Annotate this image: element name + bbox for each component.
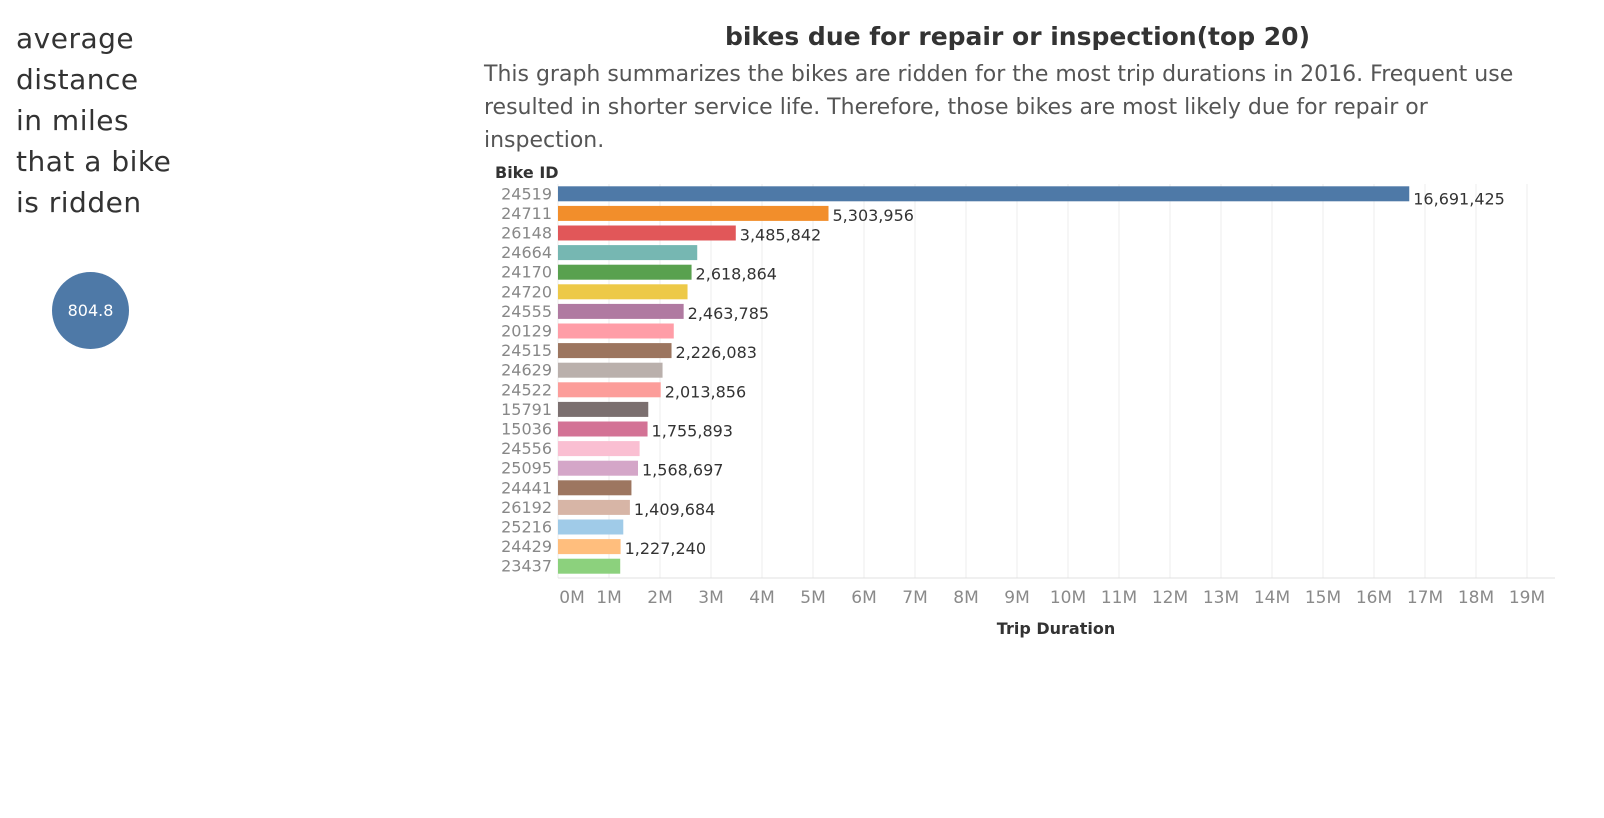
bar xyxy=(558,519,624,535)
category-label: 24556 xyxy=(501,439,552,458)
bar xyxy=(558,303,684,319)
x-tick-label: 3M xyxy=(698,588,723,608)
x-tick-label: 7M xyxy=(902,588,927,608)
data-label: 1,227,240 xyxy=(625,539,706,558)
bar xyxy=(558,480,632,496)
x-tick-label: 13M xyxy=(1203,588,1239,608)
bar xyxy=(558,441,640,457)
category-label: 20129 xyxy=(501,322,552,341)
x-tick-label: 14M xyxy=(1254,588,1290,608)
x-tick-label: 12M xyxy=(1152,588,1188,608)
data-label: 2,013,856 xyxy=(665,382,746,401)
bar xyxy=(558,460,639,476)
category-label: 24664 xyxy=(501,243,552,262)
chart-subtitle: This graph summarizes the bikes are ridd… xyxy=(484,62,1514,153)
category-label: 24711 xyxy=(501,204,552,223)
bar xyxy=(558,362,663,378)
category-label: 15036 xyxy=(501,420,552,439)
x-tick-label: 17M xyxy=(1407,588,1443,608)
chart-title: bikes due for repair or inspection(top 2… xyxy=(724,22,1311,51)
bar xyxy=(558,225,736,241)
data-label: 1,568,697 xyxy=(642,461,723,480)
data-label: 1,409,684 xyxy=(634,500,715,519)
category-label: 24522 xyxy=(501,380,552,399)
category-label: 25216 xyxy=(501,518,552,537)
x-tick-label: 6M xyxy=(851,588,876,608)
x-tick-label: 5M xyxy=(800,588,825,608)
x-tick-label: 8M xyxy=(953,588,978,608)
y-axis-title: Bike ID xyxy=(495,163,559,182)
category-label: 24170 xyxy=(501,263,552,282)
category-label: 24720 xyxy=(501,282,552,301)
left-panel: average distance in miles that a bike is… xyxy=(16,18,376,223)
category-label: 24429 xyxy=(501,537,552,556)
bar xyxy=(558,558,621,574)
category-label: 15791 xyxy=(501,400,552,419)
bar xyxy=(558,245,698,261)
bar xyxy=(558,323,674,339)
x-tick-label: 11M xyxy=(1101,588,1137,608)
category-label: 23437 xyxy=(501,557,552,576)
category-label: 24519 xyxy=(501,184,552,203)
category-label: 24555 xyxy=(501,302,552,321)
x-tick-label: 18M xyxy=(1458,588,1494,608)
x-tick-label: 16M xyxy=(1356,588,1392,608)
kpi-value: 804.8 xyxy=(67,301,114,320)
x-tick-label: 9M xyxy=(1004,588,1029,608)
x-tick-label: 15M xyxy=(1305,588,1341,608)
category-label: 26148 xyxy=(501,224,552,243)
bar xyxy=(558,499,630,515)
x-tick-label: 10M xyxy=(1050,588,1086,608)
bar xyxy=(558,205,829,221)
data-label: 1,755,893 xyxy=(652,422,733,441)
data-label: 16,691,425 xyxy=(1413,189,1505,208)
category-label: 24515 xyxy=(501,341,552,360)
bar xyxy=(558,284,688,300)
data-label: 3,485,842 xyxy=(740,226,821,245)
bar xyxy=(558,186,1410,202)
bar xyxy=(558,421,648,437)
x-tick-label: 2M xyxy=(647,588,672,608)
category-label: 24629 xyxy=(501,361,552,380)
data-label: 2,463,785 xyxy=(688,304,769,323)
data-label: 2,618,864 xyxy=(696,265,777,284)
bar xyxy=(558,539,621,555)
bar xyxy=(558,264,692,280)
category-label: 25095 xyxy=(501,459,552,478)
kpi-circle[interactable]: 804.8 xyxy=(52,272,129,349)
x-axis-title: Trip Duration xyxy=(997,619,1115,638)
category-label: 24441 xyxy=(501,478,552,497)
data-label: 2,226,083 xyxy=(676,343,757,362)
kpi-title: average distance in miles that a bike is… xyxy=(16,22,172,219)
category-label: 26192 xyxy=(501,498,552,517)
data-label: 5,303,956 xyxy=(833,206,914,225)
bar xyxy=(558,343,672,359)
bar xyxy=(558,401,649,417)
x-tick-label: 4M xyxy=(749,588,774,608)
x-tick-label: 19M xyxy=(1509,588,1545,608)
bar xyxy=(558,382,661,398)
x-tick-label: 0M xyxy=(559,588,584,608)
x-tick-label: 1M xyxy=(596,588,621,608)
